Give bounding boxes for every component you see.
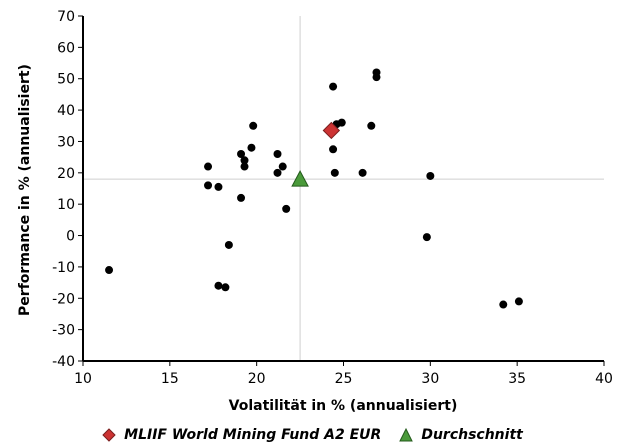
peer-point (221, 283, 230, 292)
marks-layer (105, 68, 523, 309)
x-tick-label: 25 (335, 371, 353, 387)
peer-point (214, 281, 223, 290)
peer-point (204, 162, 213, 171)
triangle-icon (399, 428, 414, 442)
peer-point (422, 233, 431, 242)
tick-layer: 10 15 20 25 30 35 40 -40 -30 -20 -10 0 10 20 30 40 50 60 7… (52, 9, 613, 387)
peer-point (240, 156, 249, 165)
x-tick-label: 20 (248, 371, 266, 387)
peer-point (367, 121, 376, 130)
y-tick-label: -20 (52, 291, 75, 307)
legend-label-fund: MLIIF World Mining Fund A2 EUR (124, 427, 382, 443)
peer-point (278, 162, 287, 171)
peer-point (329, 82, 338, 91)
x-tick-label: 15 (161, 371, 179, 387)
peer-point (224, 240, 233, 249)
peer-point (237, 193, 246, 202)
peer-point (330, 168, 339, 177)
peer-point (240, 162, 249, 171)
y-tick-label: 30 (57, 134, 75, 150)
y-axis-label: Performance in % (annualisiert) (17, 64, 33, 316)
y-tick-label: 10 (57, 197, 75, 213)
x-tick-label: 40 (595, 371, 613, 387)
x-axis-label: Volatilität in % (annualisiert) (229, 398, 458, 414)
peer-point (358, 168, 367, 177)
fund-point (322, 121, 341, 140)
diamond-icon (102, 428, 116, 442)
x-tick-label: 10 (74, 371, 92, 387)
peer-point (426, 171, 435, 180)
peer-point (204, 181, 213, 190)
peer-point (214, 182, 223, 191)
peer-point (247, 143, 256, 152)
average-point (291, 170, 309, 187)
peer-point (273, 168, 282, 177)
y-tick-label: 50 (57, 72, 75, 88)
y-tick-label: 0 (66, 229, 75, 245)
y-tick-label: -30 (52, 323, 75, 339)
peer-point (237, 150, 246, 158)
y-tick-label: 60 (57, 40, 75, 56)
peer-point (282, 204, 291, 213)
legend-label-average: Durchschnitt (421, 427, 523, 443)
legend: MLIIF World Mining Fund A2 EUR Durchschn… (0, 424, 625, 446)
peer-point (329, 145, 338, 154)
y-tick-label: -40 (52, 354, 75, 370)
legend-item-fund: MLIIF World Mining Fund A2 EUR (102, 427, 381, 443)
grid-layer (83, 16, 604, 361)
peer-point (514, 297, 523, 306)
peer-point (105, 266, 114, 275)
x-tick-label: 30 (421, 371, 439, 387)
y-tick-label: 40 (57, 103, 75, 119)
peer-point (249, 121, 258, 130)
y-tick-label: 20 (57, 166, 75, 182)
peer-point (499, 300, 508, 309)
x-tick-label: 35 (508, 371, 526, 387)
y-tick-label: -10 (52, 260, 75, 276)
peer-point (273, 150, 282, 158)
legend-item-average: Durchschnitt (399, 427, 523, 443)
y-tick-label: 70 (57, 9, 75, 25)
peer-point (337, 118, 346, 127)
axes-layer (82, 16, 604, 362)
peer-point (372, 73, 381, 82)
